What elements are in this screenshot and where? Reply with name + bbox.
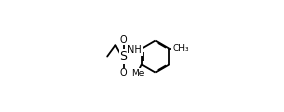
Text: Me: Me: [131, 69, 145, 78]
Text: S: S: [120, 50, 128, 63]
Text: O: O: [171, 44, 179, 54]
Text: O: O: [120, 35, 127, 45]
Text: O: O: [120, 68, 127, 78]
Text: NH: NH: [128, 45, 142, 55]
Text: CH₃: CH₃: [172, 44, 189, 53]
